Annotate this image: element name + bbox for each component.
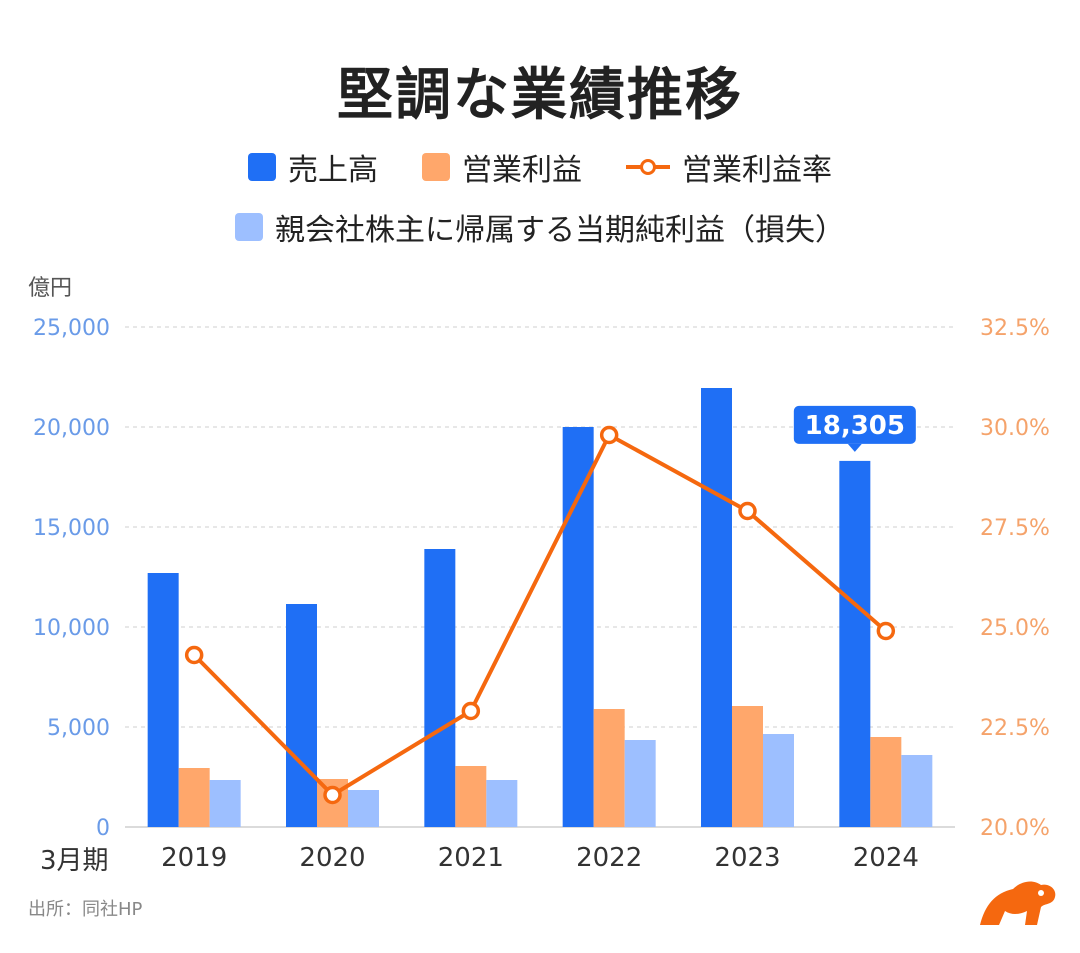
bar-net-income (624, 740, 656, 827)
x-axis-prefix-label: 3月期 (40, 846, 109, 876)
y-right-tick-label: 30.0% (980, 416, 1050, 441)
annotation-callout-box (793, 405, 916, 444)
x-tick-label: 2023 (714, 843, 780, 873)
bar-op-income (870, 737, 902, 827)
x-tick-label: 2021 (438, 843, 504, 873)
legend-swatch-op-income (422, 153, 450, 181)
legend-label-net-income: 親会社株主に帰属する当期純利益（損失） (275, 213, 845, 248)
legend-label-op-margin: 営業利益率 (682, 153, 832, 188)
legend-swatch-net-income (235, 213, 263, 241)
bar-revenue (839, 460, 871, 827)
bar-op-income (732, 706, 763, 827)
bar-op-income (455, 766, 487, 827)
y-right-tick-label: 32.5% (980, 316, 1050, 341)
point-op-margin (599, 425, 619, 445)
source-note: 出所：同社HP (28, 899, 143, 920)
y-left-tick-label: 15,000 (33, 516, 110, 541)
x-tick-label: 2024 (853, 843, 919, 873)
legend-row-1: 売上高 営業利益 営業利益率 (0, 145, 1080, 189)
legend-label-op-income: 営業利益 (462, 153, 582, 188)
bar-revenue (147, 573, 179, 827)
y-left-tick-label: 0 (96, 816, 110, 841)
y-left-tick-label: 5,000 (47, 716, 110, 741)
point-op-margin (738, 501, 757, 521)
point-op-margin (184, 645, 204, 665)
y-left-tick-label: 20,000 (33, 416, 110, 441)
chart-title: 堅調な業績推移 (337, 63, 743, 128)
y-left-tick-label: 10,000 (33, 616, 110, 641)
annotation-callout-pointer (847, 443, 862, 452)
bar-net-income (486, 780, 518, 827)
bar-net-income (209, 780, 241, 827)
bar-revenue (424, 549, 456, 827)
point-op-margin (323, 785, 342, 805)
bar-op-income (178, 768, 210, 827)
bar-revenue (562, 427, 594, 827)
y-right-tick-label: 25.0% (980, 616, 1050, 641)
y-left-tick-label: 25,000 (33, 316, 110, 341)
bar-net-income (901, 755, 933, 827)
legend-item-revenue: 売上高 (248, 145, 378, 189)
point-op-margin (876, 621, 896, 641)
line-op-margin (192, 433, 888, 797)
legend-swatch-op-margin (626, 153, 670, 181)
brand-logo-icon (980, 881, 1056, 925)
bar-net-income (348, 790, 379, 827)
bar-revenue (286, 604, 317, 827)
legend-item-op-margin: 営業利益率 (626, 145, 832, 189)
bar-op-income (593, 709, 625, 827)
point-op-margin (461, 701, 481, 721)
x-tick-label: 2022 (576, 843, 642, 873)
annotation-label: 18,305 (805, 411, 905, 441)
legend-row-2: 親会社株主に帰属する当期純利益（損失） (0, 205, 1080, 249)
y-right-tick-label: 20.0% (980, 816, 1050, 841)
legend-swatch-revenue (248, 153, 276, 181)
y-axis-unit-label: 億円 (28, 276, 73, 301)
bar-revenue (701, 388, 732, 827)
legend-item-net-income: 親会社株主に帰属する当期純利益（損失） (235, 205, 845, 249)
legend-item-op-income: 営業利益 (422, 145, 582, 189)
y-right-tick-label: 27.5% (980, 516, 1050, 541)
y-right-tick-label: 22.5% (980, 716, 1050, 741)
x-tick-label: 2020 (299, 843, 365, 873)
legend-label-revenue: 売上高 (288, 153, 378, 188)
x-tick-label: 2019 (161, 843, 227, 873)
bar-net-income (763, 734, 794, 827)
